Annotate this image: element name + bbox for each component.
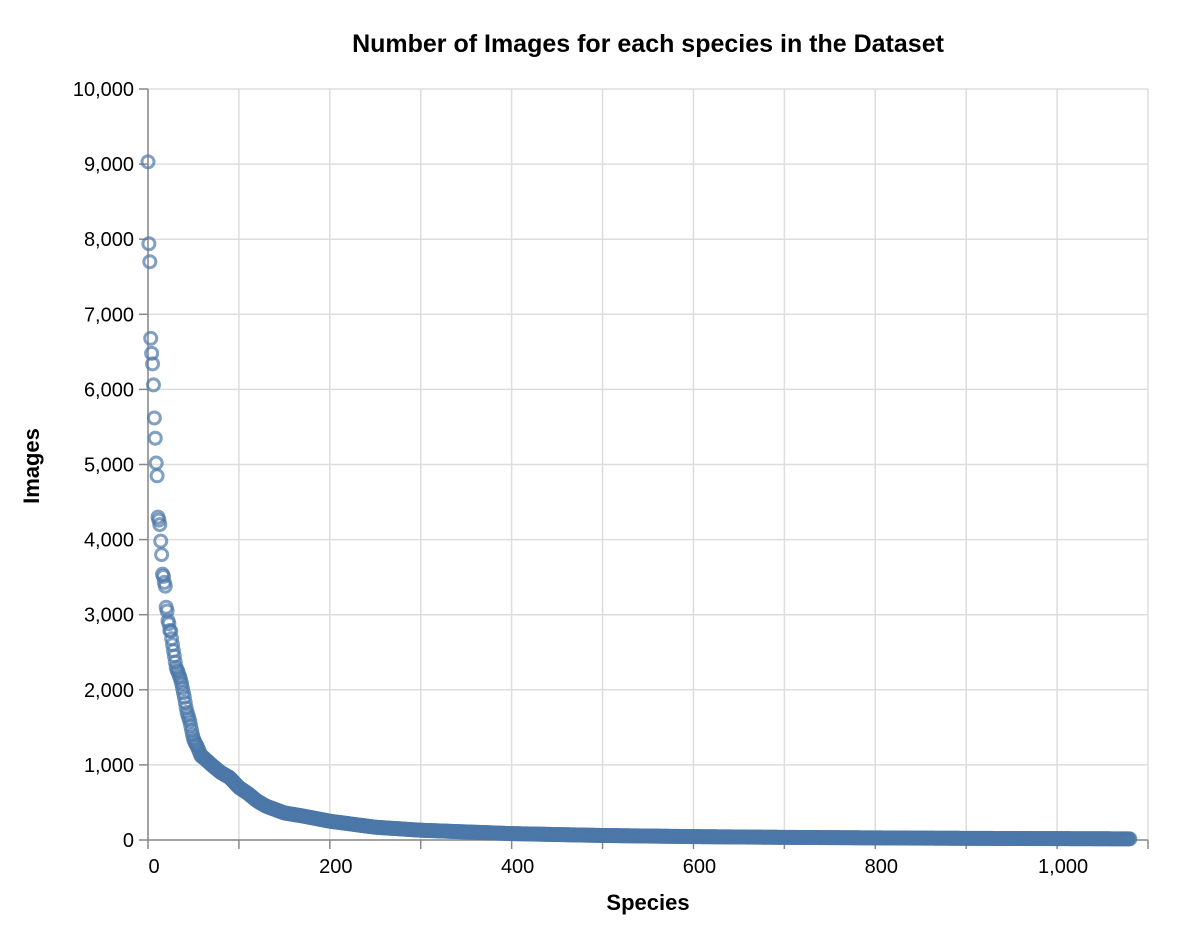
x-axis-title: Species xyxy=(606,890,690,915)
chart-title: Number of Images for each species in the… xyxy=(352,30,944,58)
y-tick-label: 2,000 xyxy=(84,680,134,702)
data-point xyxy=(148,455,164,471)
data-point xyxy=(145,377,161,393)
data-point xyxy=(154,547,170,563)
y-tick-label: 0 xyxy=(123,830,134,852)
data-point xyxy=(153,533,169,549)
data-point xyxy=(163,623,179,639)
data-point xyxy=(152,517,168,533)
data-point xyxy=(155,568,171,584)
x-tick-label: 1,000 xyxy=(1038,856,1088,878)
x-tick-label: 200 xyxy=(319,856,352,878)
data-point xyxy=(141,236,157,252)
data-point xyxy=(157,578,173,594)
y-tick-label: 1,000 xyxy=(84,755,134,777)
y-tick-label: 10,000 xyxy=(73,79,134,101)
y-tick-label: 3,000 xyxy=(84,605,134,627)
data-point xyxy=(142,254,158,270)
data-point xyxy=(149,468,165,484)
x-tick-label: 400 xyxy=(501,856,534,878)
data-point xyxy=(145,356,161,372)
y-tick-label: 4,000 xyxy=(84,530,134,552)
data-point xyxy=(161,616,177,632)
data-point xyxy=(1122,831,1138,847)
data-point xyxy=(146,410,162,426)
data-point xyxy=(143,330,159,346)
x-tick-label: 0 xyxy=(148,856,159,878)
y-tick-label: 7,000 xyxy=(84,304,134,326)
y-tick-label: 5,000 xyxy=(84,455,134,477)
y-tick-label: 9,000 xyxy=(84,154,134,176)
y-tick-label: 6,000 xyxy=(84,379,134,401)
y-tick-label: 8,000 xyxy=(84,229,134,251)
data-points xyxy=(140,154,1138,847)
data-point xyxy=(140,154,156,170)
data-point xyxy=(147,430,163,446)
axes: 0 200 400 600 800 1,000 0 1,000 2,000 3,000 4,000 5… xyxy=(73,79,1149,878)
grid xyxy=(147,88,1149,841)
x-tick-label: 800 xyxy=(865,856,898,878)
x-tick-label: 600 xyxy=(683,856,716,878)
